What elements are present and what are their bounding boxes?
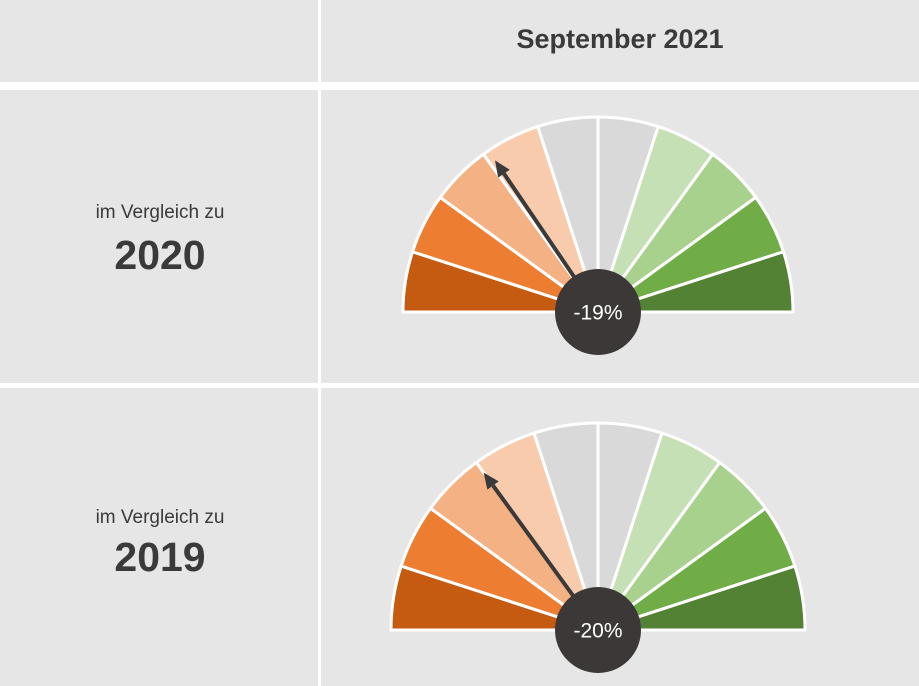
gauge-value-label: -20% <box>573 620 622 643</box>
gauge-value-label: -19% <box>573 302 622 325</box>
gauge-hub <box>555 269 641 355</box>
row-year: 2020 <box>114 232 205 278</box>
needle-head <box>483 472 499 490</box>
gauge-hub <box>555 587 641 673</box>
gauge-segment <box>596 250 795 314</box>
row-label: im Vergleich zu <box>96 507 225 528</box>
header-title: September 2021 <box>516 24 723 54</box>
row-label: im Vergleich zu <box>96 202 225 223</box>
gauge-segment <box>596 564 807 632</box>
row-cell <box>0 90 318 383</box>
row-year: 2019 <box>114 534 205 580</box>
needle-head <box>494 160 510 178</box>
row-cell <box>0 388 318 686</box>
header-cell <box>0 0 318 82</box>
header-cell <box>321 0 919 82</box>
